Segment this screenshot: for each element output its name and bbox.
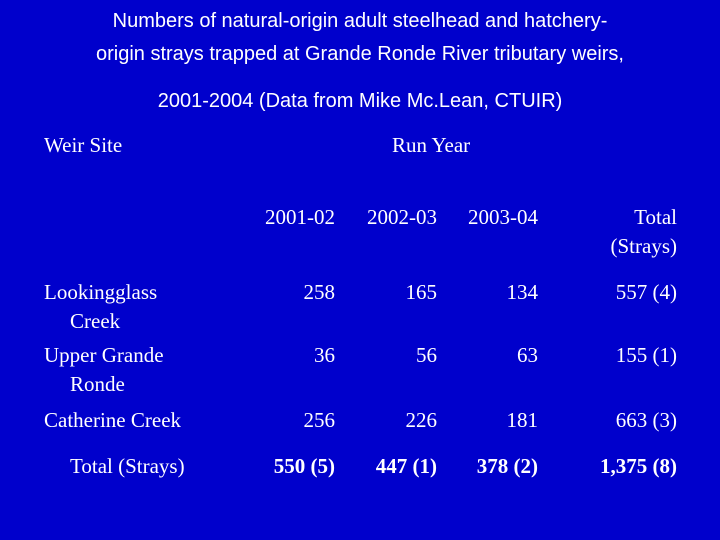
header-cell: Run Year	[392, 133, 471, 157]
value-cell: 56	[416, 343, 437, 367]
column-header: Total (Strays)	[610, 205, 678, 258]
value-cell: 258	[303, 280, 336, 304]
site-cell: Lookingglass Creek	[44, 280, 158, 333]
title-line: origin strays trapped at Grande Ronde Ri…	[95, 43, 624, 65]
value-cell: 226	[405, 408, 438, 432]
site-cell: Total (Strays)	[70, 454, 185, 478]
value-cell: 155 (1)	[615, 343, 677, 367]
value-cell: 256	[303, 408, 336, 432]
column-header: 2003-04	[468, 205, 538, 229]
value-cell: 181	[506, 408, 539, 432]
header-cell: Weir Site	[44, 133, 123, 157]
column-header: 2001-02	[265, 205, 335, 229]
column-header: 2002-03	[367, 205, 437, 229]
value-cell: 557 (4)	[615, 280, 677, 304]
site-cell: Catherine Creek	[44, 408, 182, 432]
title-line: Numbers of natural-origin adult steelhea…	[112, 10, 608, 32]
value-cell: 36	[314, 343, 335, 367]
value-cell: 165	[405, 280, 438, 304]
value-cell: 63	[517, 343, 538, 367]
site-cell: Upper Grande Ronde	[44, 343, 164, 396]
value-cell: 447 (1)	[375, 454, 437, 478]
value-cell: 550 (5)	[273, 454, 335, 478]
value-cell: 663 (3)	[615, 408, 677, 432]
value-cell: 1,375 (8)	[600, 454, 677, 478]
value-cell: 134	[506, 280, 539, 304]
value-cell: 378 (2)	[476, 454, 538, 478]
title-line: 2001-2004 (Data from Mike Mc.Lean, CTUIR…	[157, 90, 563, 112]
